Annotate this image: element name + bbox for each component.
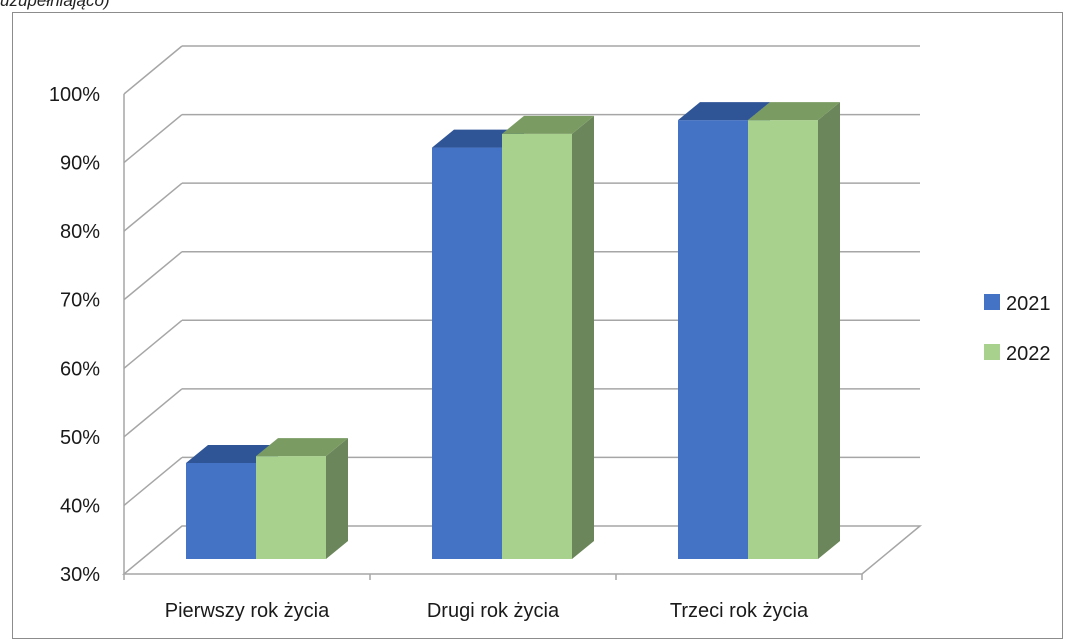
x-tick-label: Trzeci rok życia — [670, 600, 809, 622]
bar — [502, 133, 572, 559]
gridline-diagonal — [123, 251, 183, 301]
y-tick-label: 50% — [60, 427, 100, 449]
gridline-diagonal — [123, 182, 183, 232]
bar-side — [572, 115, 594, 559]
bar — [432, 147, 502, 560]
bar-side — [818, 102, 840, 560]
bar-top — [432, 129, 524, 148]
gridline-diagonal — [123, 456, 183, 507]
gridline-diagonal — [123, 388, 183, 438]
bar-side — [326, 438, 348, 559]
chart-caption: uzupełniająco) — [0, 0, 110, 10]
y-tick-label: 60% — [60, 358, 100, 380]
bar — [678, 120, 748, 560]
y-tick-label: 90% — [60, 153, 100, 175]
bar — [256, 456, 326, 559]
bar-top — [678, 102, 770, 121]
bar-top — [502, 115, 594, 134]
y-tick-label: 100% — [49, 84, 100, 106]
legend-swatch — [984, 344, 1000, 360]
gridline-diagonal — [123, 45, 183, 95]
y-tick-label: 70% — [60, 290, 100, 312]
bar — [748, 120, 818, 560]
y-tick-label: 30% — [60, 564, 100, 586]
legend-label: 2022 — [1006, 343, 1051, 365]
legend-label: 2021 — [1006, 293, 1051, 315]
gridline-diagonal — [123, 319, 183, 369]
x-tick-label: Pierwszy rok życia — [165, 600, 330, 622]
bar-top — [186, 445, 278, 463]
x-tick-label: Drugi rok życia — [427, 600, 560, 622]
bar — [186, 463, 256, 559]
bar-top — [748, 102, 840, 121]
bar-top — [256, 438, 348, 457]
y-tick-label: 80% — [60, 221, 100, 243]
gridline-diagonal — [123, 113, 183, 164]
y-tick-label: 40% — [60, 495, 100, 517]
legend-swatch — [984, 294, 1000, 310]
